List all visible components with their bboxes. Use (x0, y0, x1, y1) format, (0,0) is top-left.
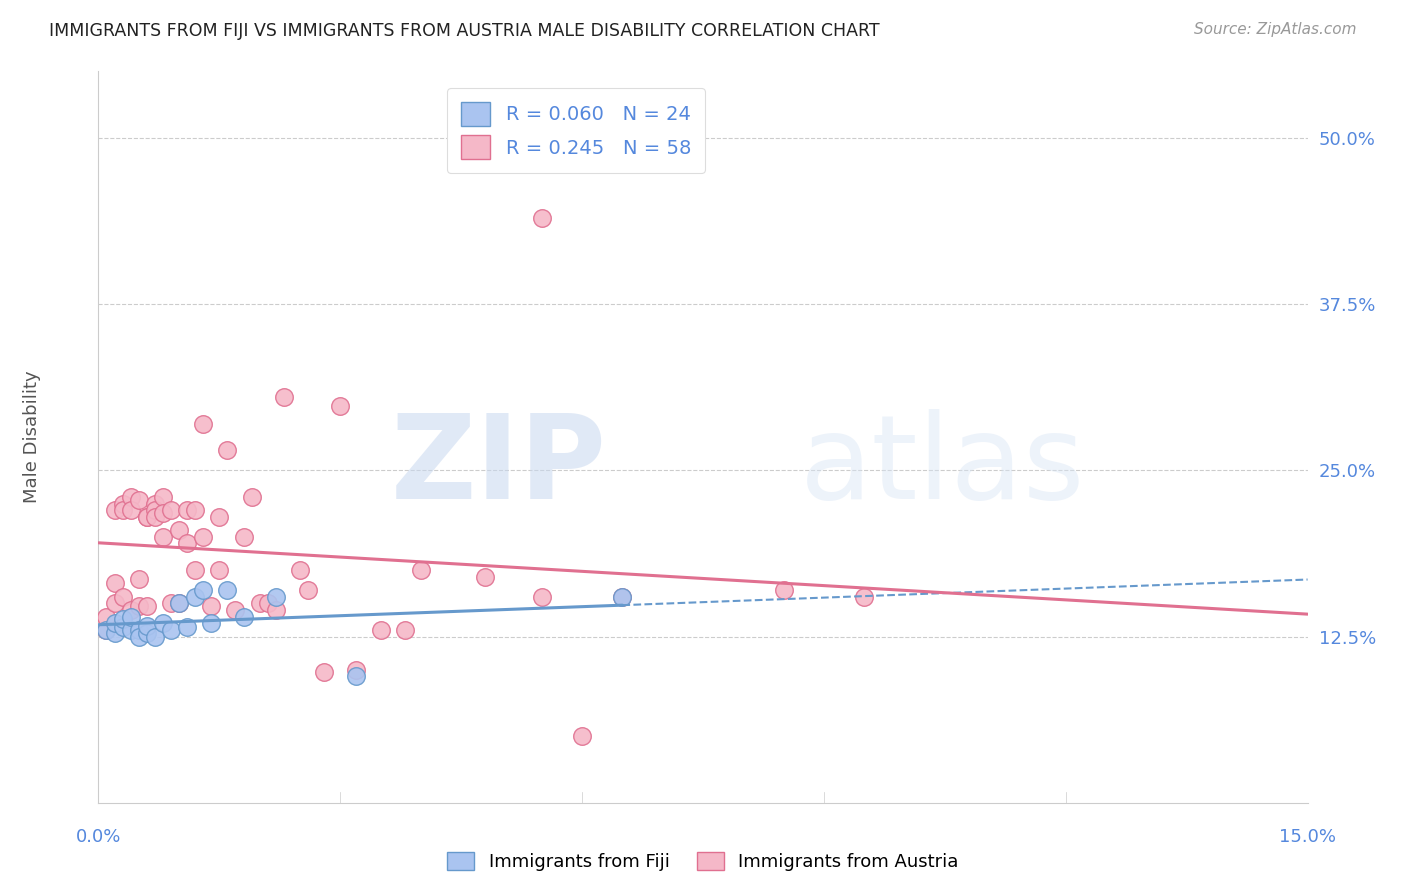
Point (193, 417, 215, 431)
Point (176, 536, 198, 550)
Point (152, 506, 174, 520)
Point (96, 623, 118, 637)
Point (111, 620, 134, 634)
Point (612, 590, 634, 604)
Point (200, 616, 222, 631)
Point (297, 582, 319, 597)
Point (273, 390, 295, 404)
Point (143, 630, 166, 644)
Point (160, 503, 183, 517)
Point (152, 530, 174, 544)
Point (217, 443, 239, 458)
Point (152, 490, 174, 504)
Point (612, 590, 634, 604)
Point (103, 503, 125, 517)
Point (409, 563, 432, 577)
Point (853, 590, 876, 604)
Point (240, 490, 263, 504)
Point (160, 596, 183, 610)
Text: Male Disability: Male Disability (22, 371, 41, 503)
Point (249, 596, 271, 610)
Point (143, 503, 166, 517)
Point (344, 669, 367, 683)
Point (135, 599, 157, 613)
Text: atlas: atlas (800, 409, 1085, 524)
Point (167, 523, 190, 537)
Point (111, 612, 134, 626)
Point (111, 503, 134, 517)
Point (264, 603, 287, 617)
Legend: R = 0.060   N = 24, R = 0.245   N = 58: R = 0.060 N = 24, R = 0.245 N = 58 (447, 88, 704, 173)
Point (224, 603, 246, 617)
Point (120, 609, 142, 624)
Point (143, 509, 166, 524)
Point (103, 596, 125, 610)
Point (530, 211, 553, 225)
Point (571, 729, 593, 743)
Point (256, 596, 278, 610)
Point (120, 603, 142, 617)
Point (120, 503, 142, 517)
Point (474, 570, 496, 584)
Point (128, 623, 150, 637)
Point (103, 576, 125, 591)
Point (167, 596, 190, 610)
Point (111, 590, 134, 604)
Point (111, 497, 134, 511)
Point (128, 630, 150, 644)
Text: 15.0%: 15.0% (1279, 828, 1336, 846)
Point (217, 582, 239, 597)
Point (160, 623, 183, 637)
Point (128, 599, 150, 613)
Point (288, 563, 311, 577)
Point (184, 503, 207, 517)
Point (193, 530, 215, 544)
Point (344, 663, 367, 677)
Point (135, 509, 157, 524)
Point (143, 497, 166, 511)
Point (772, 582, 794, 597)
Point (120, 490, 142, 504)
Point (128, 492, 150, 507)
Point (176, 620, 198, 634)
Legend: Immigrants from Fiji, Immigrants from Austria: Immigrants from Fiji, Immigrants from Au… (440, 845, 966, 879)
Point (96, 623, 118, 637)
Point (264, 590, 287, 604)
Point (232, 530, 254, 544)
Point (152, 616, 174, 631)
Point (167, 596, 190, 610)
Point (184, 590, 207, 604)
Point (103, 625, 125, 640)
Point (135, 625, 157, 640)
Text: ZIP: ZIP (391, 409, 606, 524)
Point (370, 623, 392, 637)
Point (103, 616, 125, 631)
Point (128, 573, 150, 587)
Point (530, 590, 553, 604)
Point (314, 665, 336, 680)
Point (135, 619, 157, 633)
Point (193, 582, 215, 597)
Point (96, 609, 118, 624)
Point (120, 623, 142, 637)
Point (135, 509, 157, 524)
Text: 0.0%: 0.0% (76, 828, 121, 846)
Text: Source: ZipAtlas.com: Source: ZipAtlas.com (1194, 22, 1357, 37)
Point (208, 563, 231, 577)
Point (329, 400, 352, 414)
Point (200, 599, 222, 613)
Point (184, 563, 207, 577)
Point (208, 509, 231, 524)
Text: IMMIGRANTS FROM FIJI VS IMMIGRANTS FROM AUSTRIA MALE DISABILITY CORRELATION CHAR: IMMIGRANTS FROM FIJI VS IMMIGRANTS FROM … (49, 22, 880, 40)
Point (232, 609, 254, 624)
Point (394, 623, 416, 637)
Point (176, 503, 198, 517)
